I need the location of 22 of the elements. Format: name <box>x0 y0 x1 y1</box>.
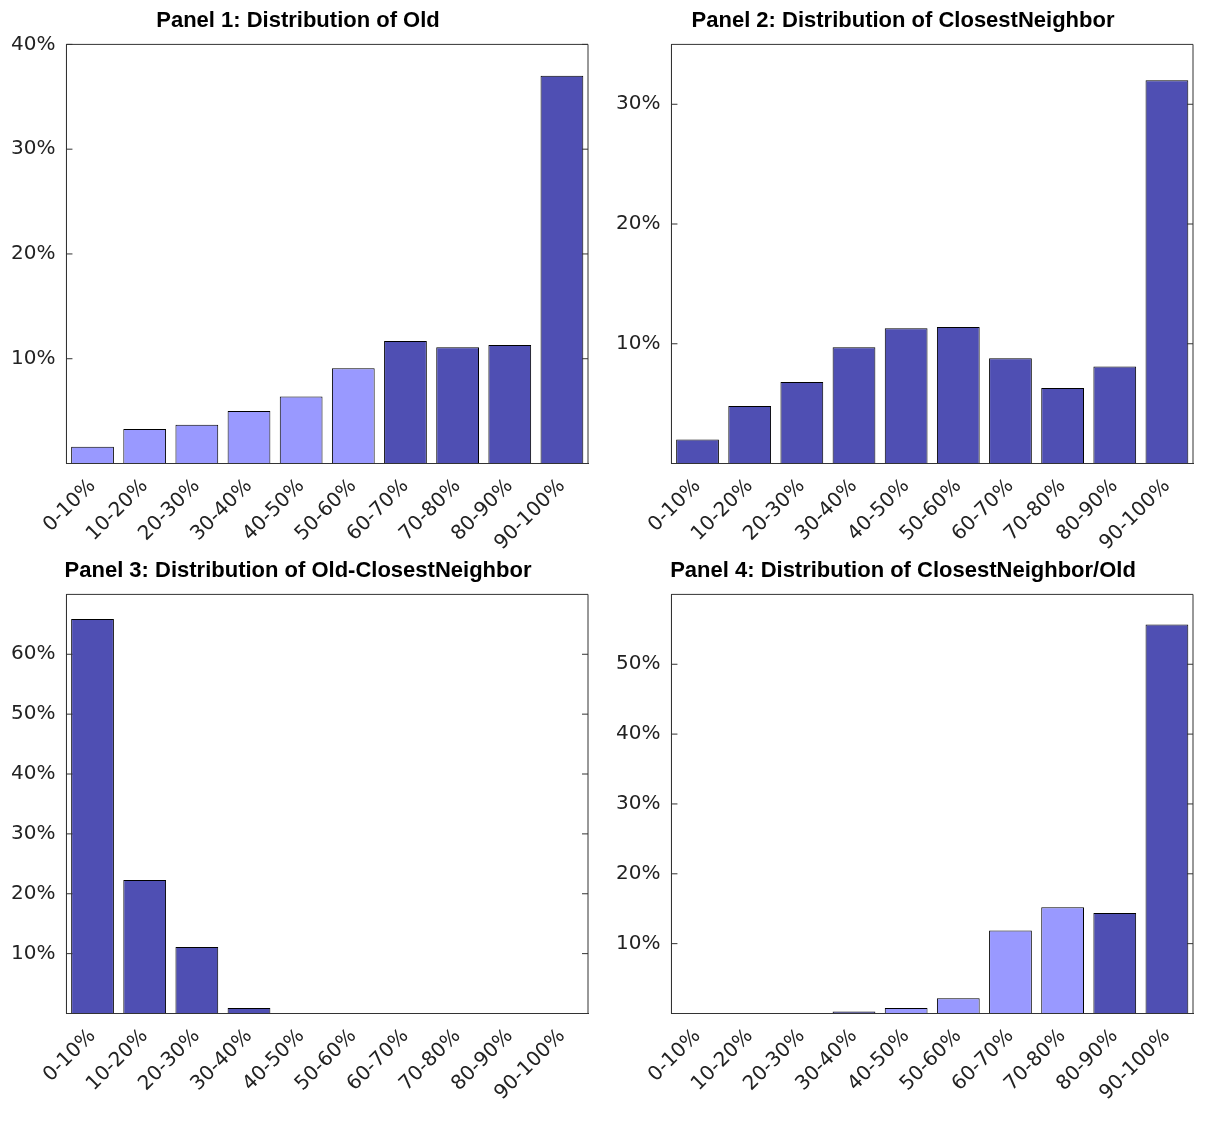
chart-title: Panel 3: Distribution of Old-ClosestNeighbor <box>64 557 532 583</box>
y-tick-label: 20% <box>11 879 56 904</box>
y-tick-label: 10% <box>11 939 56 964</box>
y-tick-label: 50% <box>616 650 661 675</box>
y-tick-label: 10% <box>11 344 56 369</box>
y-tick-label: 30% <box>616 90 661 115</box>
y-tick-label: 30% <box>11 820 56 845</box>
chart-title: Panel 4: Distribution of ClosestNeighbor/Old <box>670 557 1136 583</box>
y-tick-label: 40% <box>11 760 56 785</box>
y-tick-label: 10% <box>616 929 661 954</box>
y-tick-label: 30% <box>11 135 56 160</box>
y-tick-label: 60% <box>11 640 56 665</box>
y-tick-label: 40% <box>616 720 661 745</box>
y-tick-label: 50% <box>11 700 56 725</box>
y-tick-label: 20% <box>11 240 56 265</box>
chart-title: Panel 1: Distribution of Old <box>156 7 440 33</box>
y-tick-label: 10% <box>616 329 661 354</box>
y-tick-label: 20% <box>616 210 661 235</box>
y-tick-label: 40% <box>11 30 56 55</box>
y-tick-label: 20% <box>616 860 661 884</box>
y-tick-label: 30% <box>616 790 661 815</box>
chart-title: Panel 2: Distribution of ClosestNeighbor <box>691 7 1115 33</box>
